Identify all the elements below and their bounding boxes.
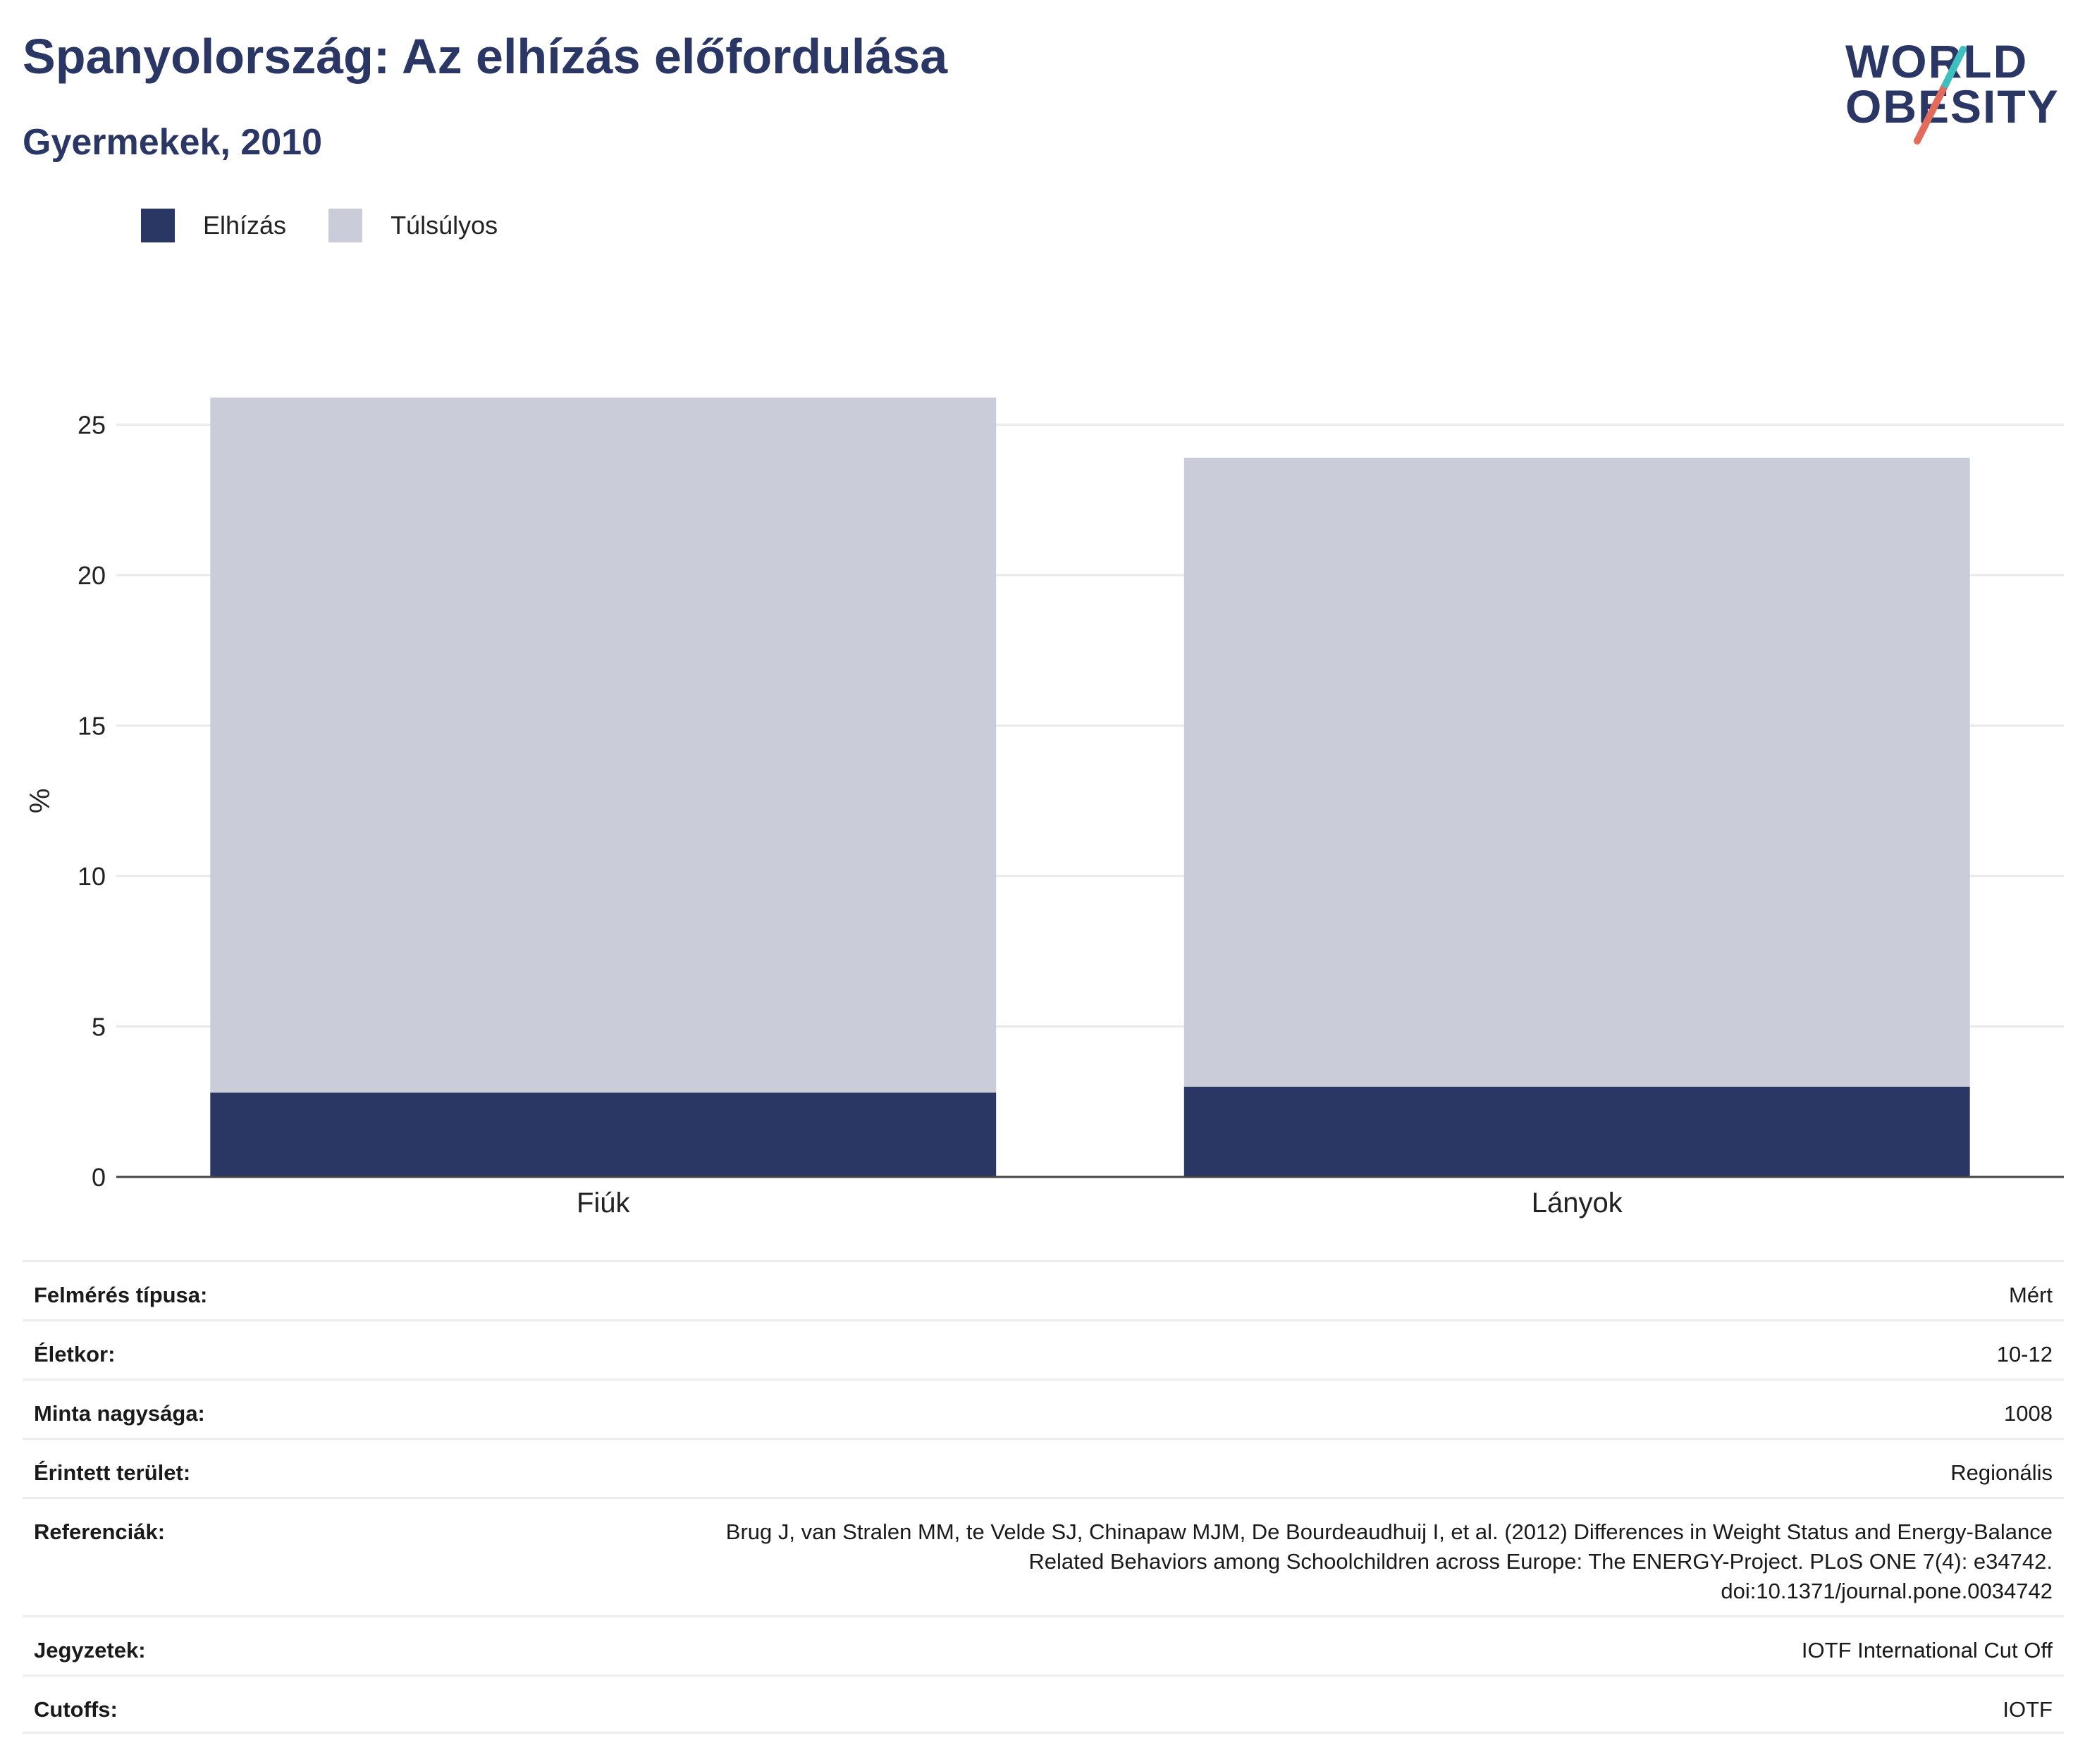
legend-item-obesity: Elhízás <box>141 209 286 242</box>
row-label: Referenciák: <box>34 1519 166 1544</box>
bar-overweight-0 <box>210 397 997 1093</box>
row-label: Cutoffs: <box>34 1697 118 1722</box>
legend-swatch-obesity <box>141 209 175 242</box>
chart-title: Spanyolország: Az elhízás előfordulása <box>23 29 948 84</box>
chart-subtitle: Gyermekek, 2010 <box>23 122 323 163</box>
row-label: Érintett terület: <box>34 1460 191 1485</box>
y-tick-label: 5 <box>92 1013 106 1042</box>
logo-word-obesity: OBESITY <box>1845 80 2060 132</box>
x-tick-label: Lányok <box>1532 1188 1623 1219</box>
bar-obesity-1 <box>1183 1086 1970 1177</box>
row-value: IOTF International Cut Off <box>1801 1638 2053 1663</box>
y-tick-label: 25 <box>78 411 106 440</box>
logo-word-world: WORLD <box>1845 35 2029 87</box>
chart-legend: Elhízás Túlsúlyos <box>141 209 526 242</box>
table-row: Életkor: 10-12 <box>23 1319 2064 1378</box>
row-label: Életkor: <box>34 1342 116 1367</box>
table-row: Jegyzetek: IOTF International Cut Off <box>23 1615 2064 1674</box>
y-tick-label: 10 <box>78 862 106 891</box>
row-value: IOTF <box>2003 1697 2053 1722</box>
row-label: Felmérés típusa: <box>34 1283 208 1307</box>
y-axis-label: % <box>25 789 56 814</box>
legend-item-overweight: Túlsúlyos <box>328 209 498 242</box>
table-row: Cutoffs: IOTF <box>23 1674 2064 1734</box>
logo-slash-icon <box>1914 46 1967 144</box>
bar-obesity-0 <box>210 1092 997 1177</box>
legend-label-overweight: Túlsúlyos <box>390 211 498 240</box>
table-row: Érintett terület: Regionális <box>23 1438 2064 1497</box>
legend-swatch-overweight <box>328 209 363 242</box>
row-label: Minta nagysága: <box>34 1401 205 1426</box>
metadata-table: Felmérés típusa: Mért Életkor: 10-12 Minta n… <box>23 1260 2064 1734</box>
row-value: 1008 <box>2004 1401 2053 1426</box>
y-tick-label: 15 <box>78 712 106 741</box>
table-row: Referenciák: Brug J, van Stralen MM, te V… <box>23 1497 2064 1615</box>
row-value: Mért <box>2009 1283 2053 1307</box>
row-value: Brug J, van Stralen MM, te Velde SJ, Chi… <box>725 1519 2053 1603</box>
y-tick-label: 0 <box>92 1163 106 1192</box>
x-tick-label: Fiúk <box>577 1188 631 1219</box>
bar-overweight-1 <box>1183 457 1970 1087</box>
table-row: Felmérés típusa: Mért <box>23 1260 2064 1319</box>
table-row: Minta nagysága: 1008 <box>23 1378 2064 1438</box>
y-tick-label: 20 <box>78 561 106 590</box>
legend-label-obesity: Elhízás <box>203 211 287 240</box>
row-value: 10-12 <box>1996 1342 2053 1367</box>
world-obesity-logo: WORLD OBESITY <box>1833 21 2072 148</box>
bar-chart: 0 5 10 15 20 25% Fiúk Lányok <box>25 397 2064 1219</box>
row-label: Jegyzetek: <box>34 1638 146 1663</box>
row-value: Regionális <box>1950 1460 2053 1485</box>
